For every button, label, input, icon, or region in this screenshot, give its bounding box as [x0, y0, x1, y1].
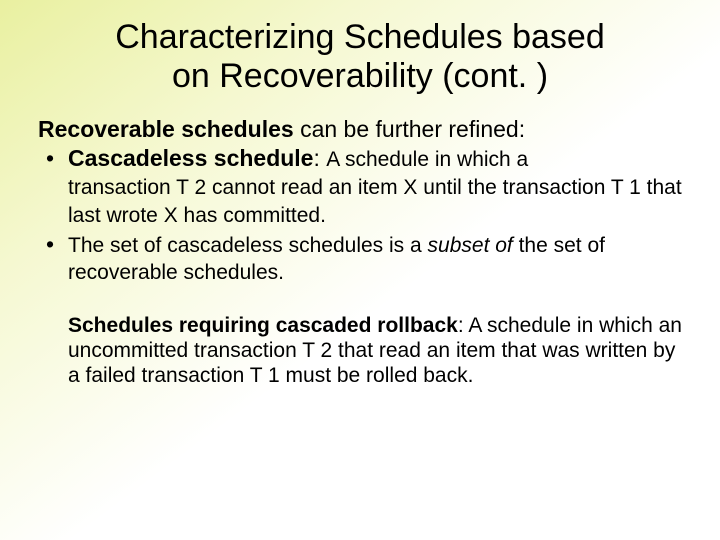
bullet-list: Cascadeless schedule: A schedule in whic… [38, 145, 682, 286]
intro-bold: Recoverable schedules [38, 116, 294, 142]
bullet2-a: The set of cascadeless schedules is a [68, 234, 428, 257]
title-line-1: Characterizing Schedules based [115, 18, 605, 56]
title-line-2: on Recoverability (cont. ) [172, 57, 548, 95]
bullet1-mid: : [313, 145, 326, 171]
para2-bold: Schedules requiring cascaded rollback [68, 314, 458, 337]
bullet2-italic: subset of [428, 234, 513, 257]
bullet1-def-b: transaction T 2 cannot read an item X un… [68, 176, 682, 227]
bullet-subset: The set of cascadeless schedules is a su… [38, 231, 682, 287]
slide-title: Characterizing Schedules based on Recove… [0, 0, 720, 96]
bullet1-def-b-wrap: transaction T 2 cannot read an item X un… [68, 173, 682, 229]
bullet-cascadeless: Cascadeless schedule: A schedule in whic… [38, 145, 682, 228]
intro-line: Recoverable schedules can be further ref… [38, 116, 682, 143]
slide-body: Recoverable schedules can be further ref… [0, 96, 720, 388]
spacer [38, 286, 682, 314]
bullet1-def-a: A schedule in which a [326, 148, 528, 171]
bullet1-bold: Cascadeless schedule [68, 145, 313, 171]
cascaded-rollback-paragraph: Schedules requiring cascaded rollback: A… [38, 314, 682, 388]
slide: Characterizing Schedules based on Recove… [0, 0, 720, 540]
intro-rest: can be further refined: [294, 116, 525, 142]
